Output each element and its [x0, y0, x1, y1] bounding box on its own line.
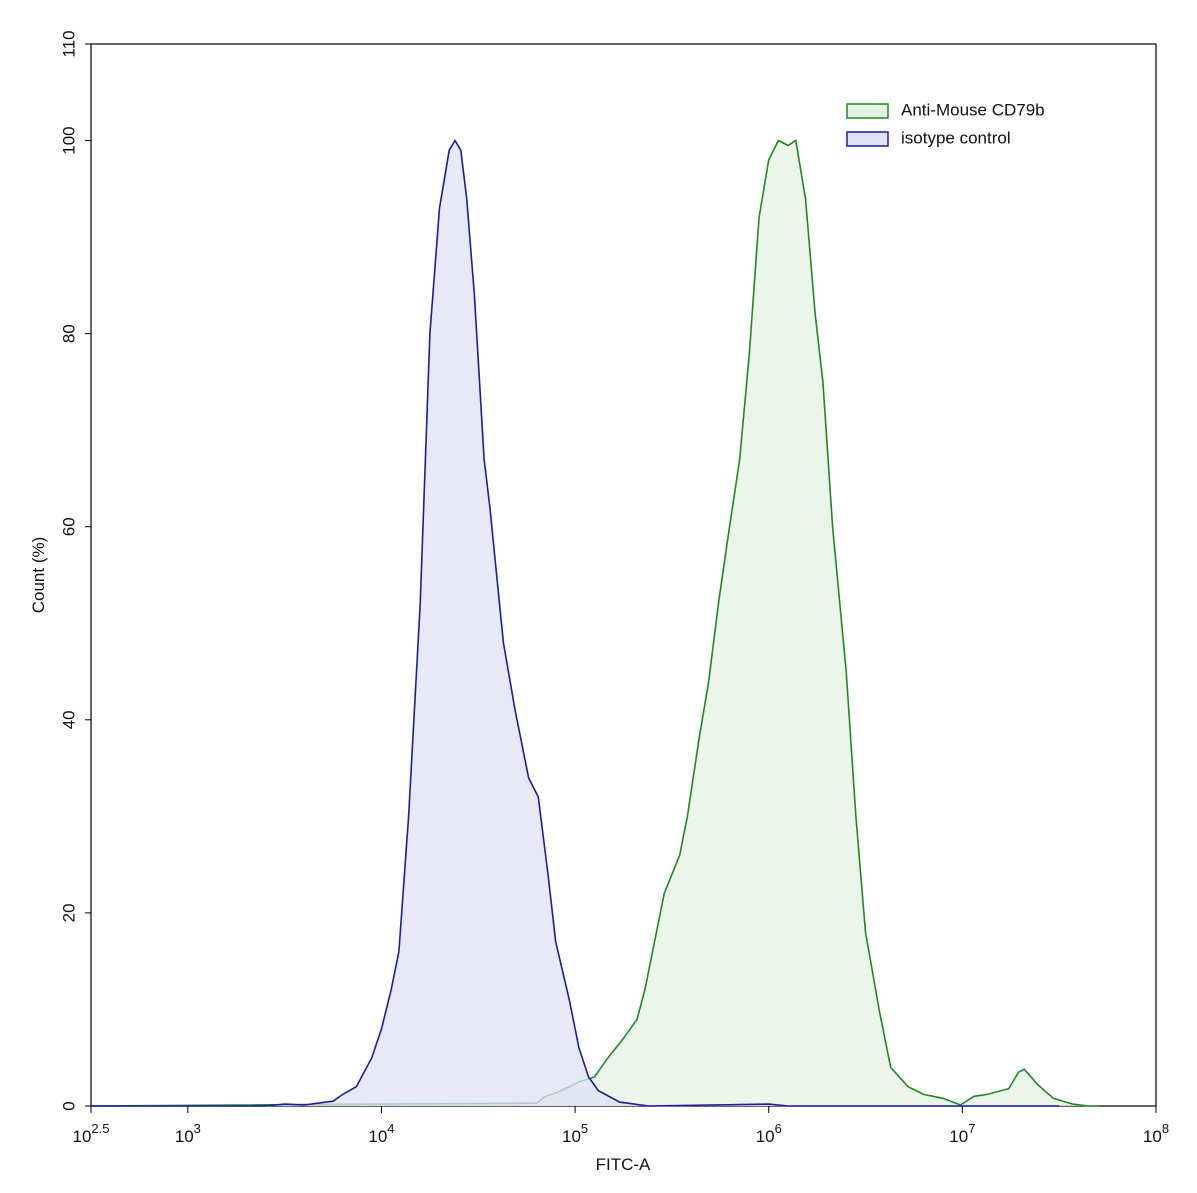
x-tick-exponent: 8	[1162, 1121, 1169, 1136]
x-tick-base: 10	[1143, 1127, 1162, 1146]
x-tick-label: 108	[1143, 1121, 1169, 1146]
x-tick-exponent: 6	[775, 1121, 782, 1136]
x-tick-label: 103	[175, 1121, 201, 1146]
x-tick-base: 10	[949, 1127, 968, 1146]
y-tick-label: 80	[59, 324, 78, 343]
x-tick-label: 106	[756, 1121, 782, 1146]
y-axis-label: Count (%)	[29, 537, 48, 614]
legend-label: isotype control	[901, 128, 1011, 147]
x-tick-exponent: 2.5	[91, 1121, 109, 1136]
y-tick-label: 40	[59, 710, 78, 729]
series-line	[90, 139, 1098, 1107]
legend-label: Anti-Mouse CD79b	[901, 100, 1045, 119]
legend-swatch	[846, 103, 889, 119]
x-tick-base: 10	[756, 1127, 775, 1146]
area-fill	[91, 140, 1098, 1106]
y-tick-label: 100	[59, 126, 78, 154]
x-tick-base: 10	[73, 1127, 92, 1146]
x-tick-base: 10	[562, 1127, 581, 1146]
area-fill	[91, 140, 1060, 1106]
x-tick-label: 107	[949, 1121, 975, 1146]
x-tick-label: 104	[368, 1121, 394, 1146]
x-tick-exponent: 7	[968, 1121, 975, 1136]
y-tick-label: 0	[59, 1101, 78, 1110]
y-tick-label: 20	[59, 903, 78, 922]
y-tick-label: 60	[59, 517, 78, 536]
x-tick-label: 102.5	[73, 1121, 110, 1146]
plot-frame	[90, 43, 1157, 1107]
x-tick-exponent: 3	[194, 1121, 201, 1136]
x-tick-exponent: 5	[581, 1121, 588, 1136]
y-tick-label: 110	[59, 30, 78, 57]
x-tick-base: 10	[175, 1127, 194, 1146]
x-axis-label: FITC-A	[596, 1155, 651, 1174]
x-tick-label: 105	[562, 1121, 588, 1146]
x-tick-exponent: 4	[387, 1121, 394, 1136]
series-line	[91, 138, 1060, 1107]
legend-swatch	[846, 131, 889, 147]
x-tick-base: 10	[368, 1127, 387, 1146]
